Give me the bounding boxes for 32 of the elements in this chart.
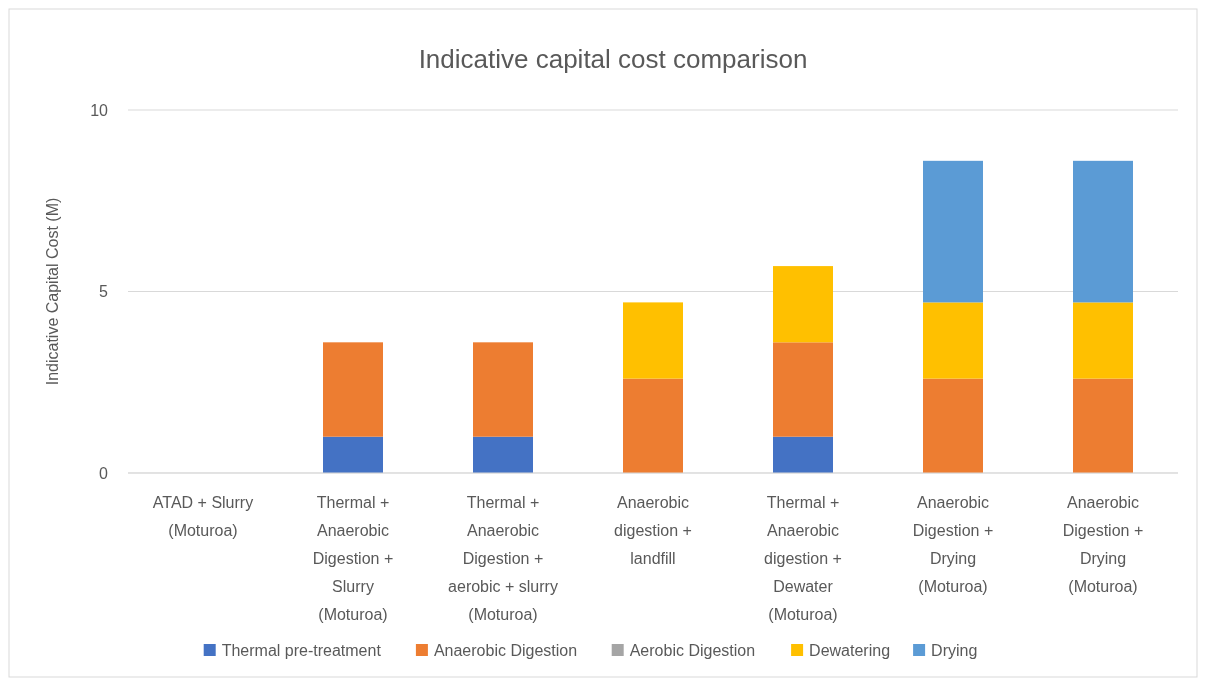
bar <box>1073 302 1133 379</box>
bar <box>923 378 983 473</box>
bar <box>773 342 833 437</box>
x-tick-label: Thermal + Anaerobic digestion + Dewater (Moturoa) <box>764 494 842 623</box>
y-tick-label: 5 <box>99 283 109 301</box>
bar <box>623 378 683 473</box>
legend-label: Aerobic Digestion <box>629 641 756 659</box>
x-tick-label: Anaerobic Digestion + Drying (Moturoa) <box>1062 494 1144 595</box>
bar <box>323 436 383 473</box>
x-tick-label: ATAD + Slurry (Moturoa) <box>152 494 254 539</box>
bar <box>923 160 983 303</box>
bar <box>773 266 833 343</box>
legend-label: Dewatering <box>809 641 891 659</box>
bar <box>623 302 683 379</box>
x-tick-label: Anaerobic Digestion + Drying (Moturoa) <box>912 494 994 595</box>
bar <box>773 436 833 473</box>
x-tick-label: Anaerobic digestion + landfill <box>614 494 692 567</box>
chart-title: Indicative capital cost comparison <box>418 44 808 74</box>
x-tick-label: Thermal + Anaerobic Digestion + aerobic + slurry (Moturoa) <box>448 494 558 623</box>
y-tick-label: 10 <box>90 101 109 119</box>
bar <box>473 342 533 437</box>
y-tick-label: 0 <box>99 464 109 482</box>
x-tick-label: Thermal + Anaerobic Digestion + Slurry (Moturoa) <box>312 494 394 623</box>
bar <box>473 436 533 473</box>
bar <box>323 342 383 437</box>
bar <box>1073 378 1133 473</box>
y-axis-title: Indicative Capital Cost (M) <box>44 197 61 386</box>
legend-label: Drying <box>931 641 978 659</box>
legend-label: Thermal pre-treatment <box>221 641 382 659</box>
legend-label: Anaerobic Digestion <box>433 641 578 659</box>
bar <box>923 302 983 379</box>
bar <box>1073 160 1133 303</box>
